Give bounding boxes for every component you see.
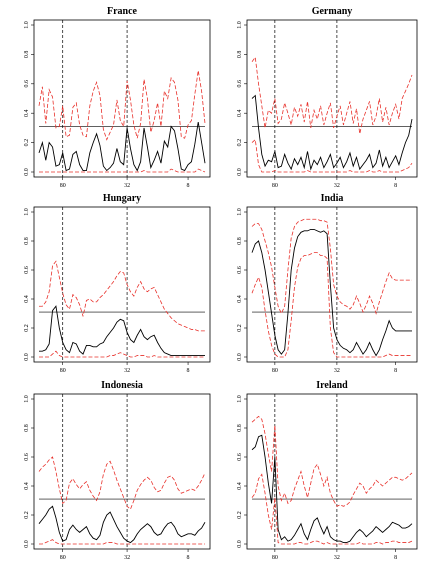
y-tick-label: 0.4 [237,295,243,303]
series-line-upper [38,70,206,141]
y-tick-label: 1.0 [24,21,30,29]
x-tick-label: 8 [394,368,397,374]
x-tick-label: 80 [60,183,66,189]
y-tick-label: 0.0 [237,540,243,548]
panel-title: France [107,6,138,17]
series-line-upper [251,218,412,315]
panel-ireland: Ireland 0.0 0.2 0.4 0.6 0.8 1.0 80 32 8 [237,380,418,561]
x-tick-label: 8 [187,555,190,561]
plot-frame [33,19,211,178]
series-line-estimate [39,305,205,356]
y-tick-label: 0.6 [237,453,243,461]
x-tick-label: 32 [334,555,340,561]
x-tick-label: 80 [60,368,66,374]
panel-germany: Germany 0.0 0.2 0.4 0.6 0.8 1.0 80 32 8 [237,6,418,189]
x-tick-label: 32 [124,555,130,561]
series-line-estimate [251,94,413,171]
y-tick-label: 0.2 [24,324,30,332]
y-tick-label: 1.0 [237,395,243,403]
x-tick-label: 8 [394,555,397,561]
x-tick-label: 32 [334,183,340,189]
x-tick-label: 32 [124,183,130,189]
y-tick-label: 0.6 [237,80,243,88]
x-tick-label: 8 [187,183,190,189]
y-tick-label: 0.8 [24,424,30,432]
plot-frame [246,393,418,550]
series-line-upper [251,415,413,507]
panel-title: Indonesia [101,380,143,391]
y-tick-label: 0.0 [24,540,30,548]
series-line-estimate [251,434,413,543]
y-tick-label: 0.6 [237,266,243,274]
y-tick-label: 0.4 [24,482,30,490]
series-line-estimate [38,505,206,544]
x-tick-label: 32 [124,368,130,374]
panel-india: India 0.0 0.2 0.4 0.6 0.8 1.0 80 32 8 [237,193,418,374]
y-tick-label: 0.8 [237,51,243,59]
series-line-lower [251,138,413,173]
x-tick-label: 80 [272,368,278,374]
panel-indonesia: Indonesia 0.0 0.2 0.4 0.6 0.8 1.0 80 32 8 [24,380,211,561]
series-line-lower [251,252,412,358]
x-tick-label: 8 [394,183,397,189]
x-tick-label: 80 [60,555,66,561]
y-tick-label: 0.4 [24,295,30,303]
panel-title: Ireland [316,380,348,391]
plot-frame [246,206,418,363]
x-tick-label: 32 [334,368,340,374]
panel-hungary: Hungary 0.0 0.2 0.4 0.6 0.8 1.0 80 32 8 [24,193,211,374]
y-tick-label: 1.0 [24,395,30,403]
series-line-estimate [38,121,206,172]
panel-title: Hungary [103,193,141,204]
plot-frame [33,393,211,550]
y-tick-label: 0.0 [24,168,30,176]
y-tick-label: 0.4 [237,482,243,490]
y-tick-label: 1.0 [24,208,30,216]
series-line-lower [39,350,205,358]
series-line-upper [38,456,206,510]
plot-frame [33,206,211,363]
plot-frame [246,19,418,178]
y-tick-label: 0.8 [24,51,30,59]
y-tick-label: 0.6 [24,266,30,274]
y-tick-label: 0.0 [237,168,243,176]
y-tick-label: 1.0 [237,21,243,29]
series-line-lower [39,168,206,173]
panel-title: India [321,193,344,204]
y-tick-label: 1.0 [237,208,243,216]
y-tick-label: 0.2 [24,511,30,519]
y-tick-label: 0.2 [237,324,243,332]
x-tick-label: 80 [272,183,278,189]
y-tick-label: 0.4 [237,109,243,117]
y-tick-label: 0.8 [24,237,30,245]
series-line-lower [39,539,205,545]
panel-title: Germany [312,6,353,17]
y-tick-label: 0.2 [237,139,243,147]
y-tick-label: 0.0 [24,353,30,361]
y-tick-label: 0.2 [237,511,243,519]
y-tick-label: 0.2 [24,139,30,147]
series-line-upper [39,260,205,332]
series-line-estimate [251,228,412,357]
y-tick-label: 0.8 [237,237,243,245]
x-tick-label: 8 [187,368,190,374]
x-tick-label: 80 [272,555,278,561]
y-tick-label: 0.6 [24,453,30,461]
y-tick-label: 0.8 [237,424,243,432]
panel-france: France 0.0 0.2 0.4 0.6 0.8 1.0 80 32 8 [24,6,211,189]
y-tick-label: 0.0 [237,353,243,361]
series-line-lower [251,473,413,545]
y-tick-label: 0.6 [24,80,30,88]
y-tick-label: 0.4 [24,109,30,117]
series-line-upper [251,56,413,134]
